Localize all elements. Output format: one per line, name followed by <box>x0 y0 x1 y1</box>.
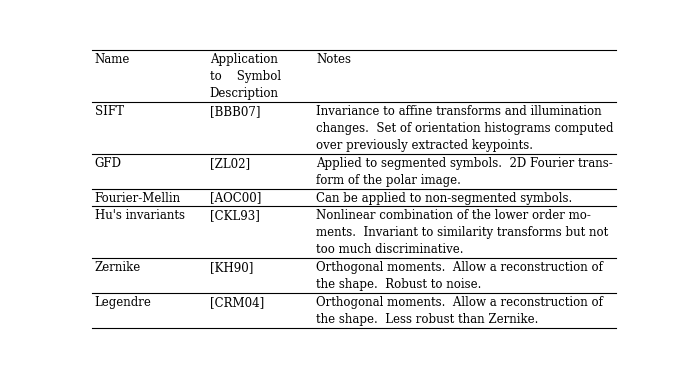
Text: Notes: Notes <box>316 53 351 66</box>
Text: SIFT: SIFT <box>95 105 123 118</box>
Text: Applied to segmented symbols.  2D Fourier trans-
form of the polar image.: Applied to segmented symbols. 2D Fourier… <box>316 157 613 187</box>
Text: [AOC00]: [AOC00] <box>210 192 261 205</box>
Text: [CKL93]: [CKL93] <box>210 209 259 222</box>
Text: Application
to    Symbol
Description: Application to Symbol Description <box>210 53 281 100</box>
Text: Can be applied to non-segmented symbols.: Can be applied to non-segmented symbols. <box>316 192 572 205</box>
Text: Orthogonal moments.  Allow a reconstruction of
the shape.  Less robust than Zern: Orthogonal moments. Allow a reconstructi… <box>316 296 603 326</box>
Text: Zernike: Zernike <box>95 261 141 274</box>
Text: [KH90]: [KH90] <box>210 261 253 274</box>
Text: Legendre: Legendre <box>95 296 152 309</box>
Text: Nonlinear combination of the lower order mo-
ments.  Invariant to similarity tra: Nonlinear combination of the lower order… <box>316 209 608 256</box>
Text: GFD: GFD <box>95 157 122 170</box>
Text: Fourier-Mellin: Fourier-Mellin <box>95 192 181 205</box>
Text: Invariance to affine transforms and illumination
changes.  Set of orientation hi: Invariance to affine transforms and illu… <box>316 105 613 152</box>
Text: Name: Name <box>95 53 130 66</box>
Text: Orthogonal moments.  Allow a reconstruction of
the shape.  Robust to noise.: Orthogonal moments. Allow a reconstructi… <box>316 261 603 291</box>
Text: [BBB07]: [BBB07] <box>210 105 260 118</box>
Text: [ZL02]: [ZL02] <box>210 157 250 170</box>
Text: [CRM04]: [CRM04] <box>210 296 264 309</box>
Text: Hu's invariants: Hu's invariants <box>95 209 185 222</box>
